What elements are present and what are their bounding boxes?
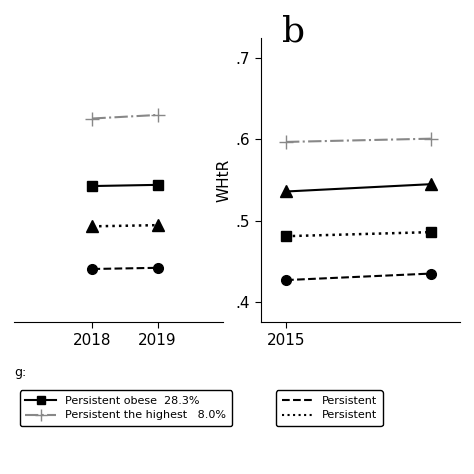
Legend: Persistent obese  28.3%, Persistent the highest   8.0%: Persistent obese 28.3%, Persistent the h… bbox=[20, 391, 232, 426]
Text: g:: g: bbox=[14, 366, 27, 379]
Y-axis label: WHtR: WHtR bbox=[217, 158, 231, 202]
Text: b: b bbox=[283, 14, 305, 48]
Legend: Persistent, Persistent: Persistent, Persistent bbox=[276, 391, 383, 426]
